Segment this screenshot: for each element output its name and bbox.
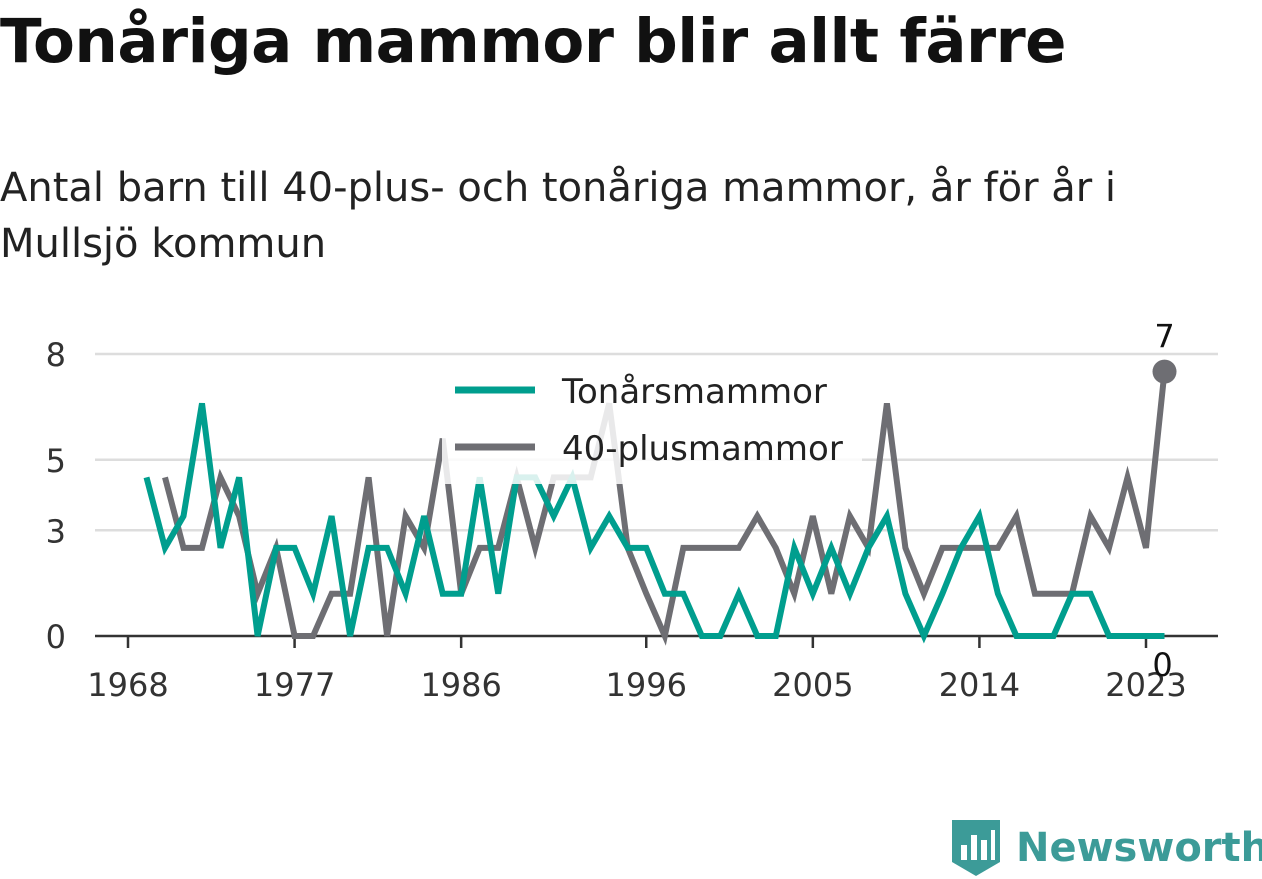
x-tick-label: 1968	[87, 666, 168, 704]
x-tick-label: 2005	[772, 666, 853, 704]
legend-label-tonarsmammor: Tonårsmammor	[561, 372, 827, 412]
y-tick-label: 5	[46, 442, 66, 480]
y-tick-label: 0	[46, 618, 66, 656]
legend-background	[442, 366, 862, 484]
legend-label-40-plusmammor: 40-plusmammor	[562, 429, 843, 469]
series-lines	[143, 371, 1168, 646]
x-axis-labels: 1968 1977 1986 1996 2005 2014 2023	[87, 666, 1186, 704]
y-axis-labels: 0 3 5 8	[46, 336, 66, 656]
x-tick-label: 1977	[254, 666, 335, 704]
end-label-tonarsmammor: 0	[1152, 646, 1172, 684]
x-tick-label: 1996	[606, 666, 687, 704]
y-tick-label: 3	[46, 512, 66, 550]
chart-subtitle: Antal barn till 40-plus- och tonåriga ma…	[0, 165, 1117, 267]
legend: Tonårsmammor 40-plusmammor	[442, 366, 862, 484]
x-tick-label: 1986	[420, 666, 501, 704]
bar-chart-badge-icon	[952, 820, 1000, 876]
brand-logo: Newsworthy	[950, 818, 1262, 878]
x-axis-ticks	[126, 636, 1148, 648]
brand-name: Newsworthy	[1016, 825, 1262, 871]
end-label-40-plusmammor: 7	[1154, 318, 1174, 356]
end-point-marker	[1152, 359, 1177, 384]
x-tick-label: 2014	[939, 666, 1020, 704]
series-line-tonarsmammor	[143, 402, 1165, 644]
series-line-40-plusmammor	[162, 371, 1168, 646]
x-tick-label: 2023	[1105, 666, 1186, 704]
y-tick-label: 8	[46, 336, 66, 374]
chart-title: Tonåriga mammor blir allt färre	[0, 6, 1067, 77]
